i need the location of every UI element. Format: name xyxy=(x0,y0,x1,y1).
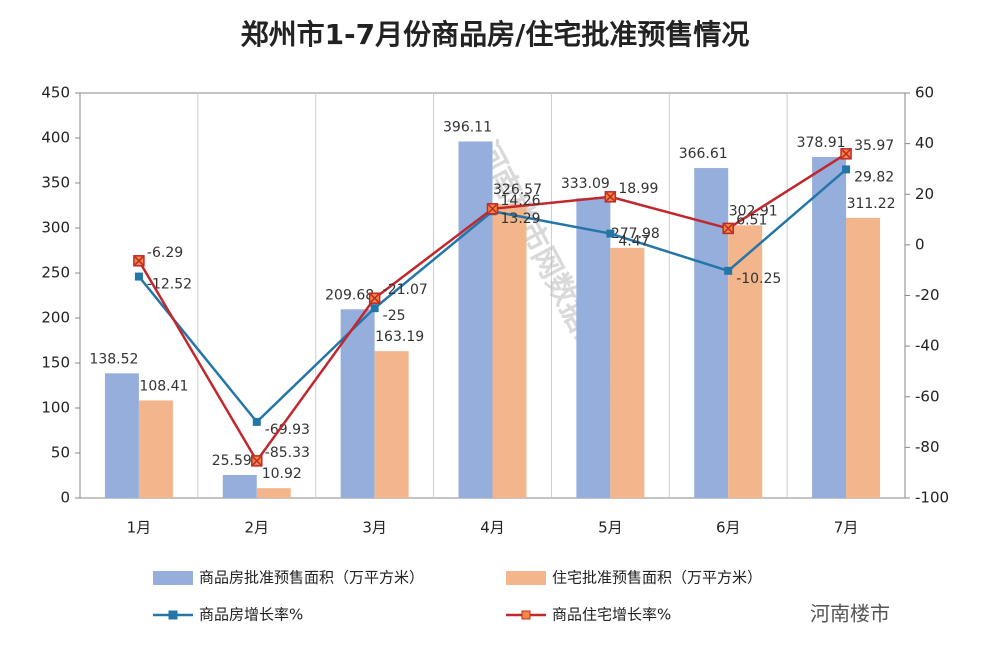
bar xyxy=(340,309,375,498)
marker-cross xyxy=(723,223,733,233)
bar-value-label: 163.19 xyxy=(375,329,424,345)
chart-title: 郑州市1-7月份商品房/住宅批准预售情况 xyxy=(241,18,750,51)
bar xyxy=(222,474,257,498)
line-value-label: -6.29 xyxy=(147,245,183,261)
line-marker xyxy=(251,455,263,467)
y-tick-label: 0 xyxy=(60,489,70,507)
bar xyxy=(846,217,881,499)
legend-swatch xyxy=(153,571,193,585)
line-value-label: 29.82 xyxy=(854,169,894,185)
y2-tick-label: 20 xyxy=(915,185,934,203)
line-marker xyxy=(842,165,851,174)
bar-value-label: 366.61 xyxy=(679,146,728,162)
x-tick-label: 1月 xyxy=(127,519,152,537)
x-tick-label: 4月 xyxy=(480,519,505,537)
x-tick-label: 3月 xyxy=(362,519,387,537)
x-tick-label: 7月 xyxy=(834,519,859,537)
line-value-label: -21.07 xyxy=(383,282,428,298)
y2-tick-label: -40 xyxy=(915,337,940,355)
line-marker xyxy=(368,292,381,304)
line-value-label: -10.25 xyxy=(736,271,781,287)
bar xyxy=(812,156,847,498)
line-marker xyxy=(134,272,143,281)
x-tick-label: 6月 xyxy=(716,519,741,537)
bar xyxy=(610,247,645,498)
bar xyxy=(104,373,139,498)
bar-value-label: 138.52 xyxy=(89,351,138,367)
marker-cross xyxy=(252,456,262,466)
y-tick-label: 400 xyxy=(41,129,70,147)
bar-value-label: 326.57 xyxy=(493,182,542,198)
y-tick-label: 100 xyxy=(41,399,70,417)
line-marker xyxy=(252,417,261,426)
marker-cross xyxy=(841,149,851,159)
line-value-label: 18.99 xyxy=(618,181,658,197)
y-tick-label: 350 xyxy=(41,174,70,192)
x-tick-label: 5月 xyxy=(598,519,623,537)
marker-cross xyxy=(370,293,380,303)
bar xyxy=(256,488,291,498)
bar-value-label: 333.09 xyxy=(561,176,610,192)
bar xyxy=(728,225,763,499)
line-value-label: -85.33 xyxy=(265,445,310,461)
bar xyxy=(492,204,527,498)
legend-swatch xyxy=(506,571,546,585)
legend-marker xyxy=(521,610,531,620)
legend-label: 商品房批准预售面积（万平方米） xyxy=(199,569,424,587)
y2-tick-label: -80 xyxy=(915,438,940,456)
bar-value-label: 311.22 xyxy=(847,196,896,212)
marker-cross xyxy=(605,192,615,202)
y2-tick-label: -60 xyxy=(915,387,940,405)
line-marker xyxy=(133,255,145,267)
y-tick-label: 150 xyxy=(41,354,70,372)
line-value-label: -69.93 xyxy=(265,422,310,438)
line-marker xyxy=(370,304,379,313)
bar-value-label: 209.68 xyxy=(325,287,374,303)
y2-tick-label: -20 xyxy=(915,286,940,304)
y2-tick-label: 0 xyxy=(915,235,925,253)
line-value-label: 13.29 xyxy=(501,211,541,227)
bar xyxy=(458,141,493,498)
legend-marker xyxy=(168,610,178,620)
legend-label: 商品住宅增长率% xyxy=(552,606,671,624)
y-tick-label: 300 xyxy=(41,219,70,237)
line-value-label: 35.97 xyxy=(854,138,894,154)
line-marker xyxy=(722,222,734,235)
line-marker xyxy=(840,148,852,160)
line-value-label: -12.52 xyxy=(147,277,192,293)
bar-value-label: 10.92 xyxy=(262,466,302,482)
bar-value-label: 396.11 xyxy=(443,120,492,136)
bar xyxy=(374,351,409,498)
source-logo: 河南楼市 xyxy=(810,602,890,626)
y-tick-label: 200 xyxy=(41,309,70,327)
x-tick-label: 2月 xyxy=(245,519,270,537)
line-value-label: 14.26 xyxy=(501,193,541,209)
line-marker xyxy=(606,229,615,238)
line-marker xyxy=(724,266,733,275)
line-value-label: 6.51 xyxy=(736,212,767,228)
line-value-label: -25 xyxy=(383,308,406,324)
y-tick-label: 250 xyxy=(41,264,70,282)
bar-value-label: 25.59 xyxy=(212,453,252,469)
bar-value-label: 378.91 xyxy=(797,135,846,151)
legend-label: 住宅批准预售面积（万平方米） xyxy=(552,569,762,587)
y2-tick-label: 60 xyxy=(915,84,934,102)
line-value-label: 4.47 xyxy=(618,234,649,250)
line-marker xyxy=(486,203,499,215)
y-tick-label: 450 xyxy=(41,84,70,102)
y2-tick-label: 40 xyxy=(915,134,934,152)
line-marker xyxy=(604,191,617,203)
y-tick-label: 50 xyxy=(51,444,70,462)
marker-cross xyxy=(134,256,144,266)
bar xyxy=(694,168,729,498)
bar xyxy=(576,198,611,498)
bar-value-label: 108.41 xyxy=(139,378,188,394)
y2-tick-label: -100 xyxy=(915,489,949,507)
marker-cross xyxy=(487,204,498,214)
legend-label: 商品房增长率% xyxy=(199,606,303,624)
bar xyxy=(138,400,173,498)
